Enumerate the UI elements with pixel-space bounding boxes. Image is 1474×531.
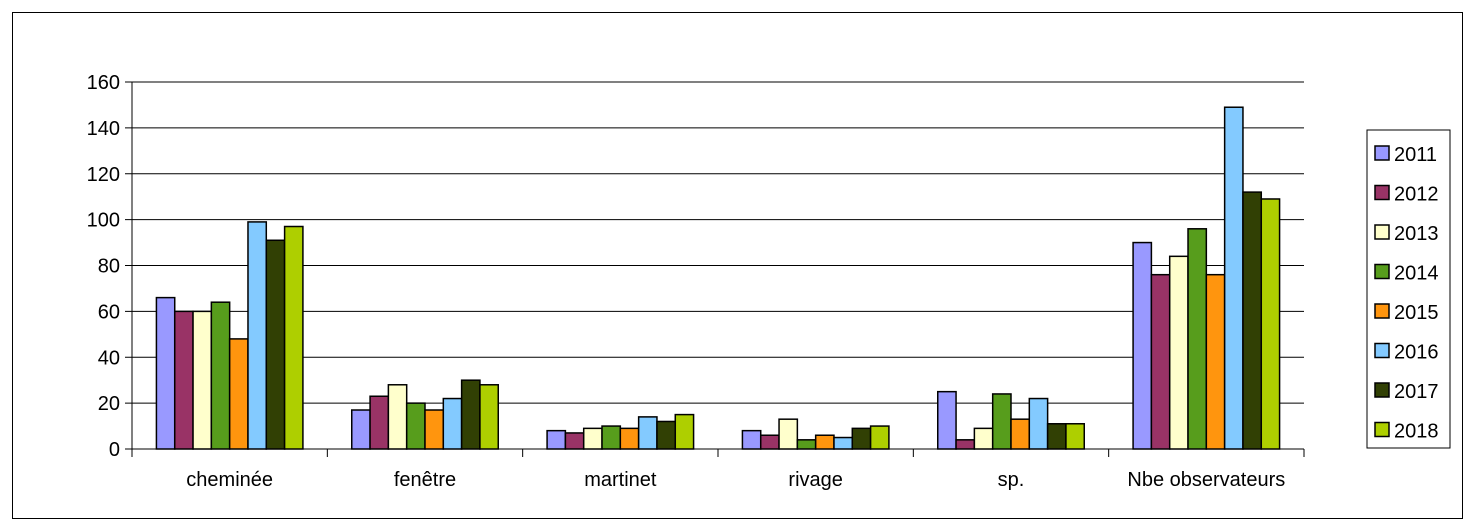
legend-label-2016: 2016 [1394,342,1439,364]
y-tick-label: 120 [87,164,120,186]
bars [155,106,1281,450]
bar-2014-4 [991,393,1012,450]
bar-2018-3 [869,425,890,450]
y-tick-label: 160 [87,72,120,94]
x-axis-labels: cheminée fenêtre martinet rivage sp. Nbe obse… [186,469,1285,491]
axes [131,82,1305,457]
bar-2016-0 [247,221,268,450]
bar-2013-0 [192,310,213,450]
legend-swatch-2012 [1374,184,1390,201]
x-category-label: sp. [998,469,1025,491]
gridlines [132,81,1304,404]
bar-2015-5 [1205,273,1226,450]
bar-2011-0 [155,296,176,450]
bar-2011-3 [741,429,762,450]
bar-2011-5 [1132,241,1153,450]
bar-2016-2 [637,416,658,450]
bar-2018-0 [283,225,304,450]
bar-2017-3 [851,427,872,450]
legend-swatch-2011 [1374,145,1390,161]
bar-2018-5 [1260,198,1281,450]
bar-2018-4 [1065,423,1085,450]
bar-2014-0 [210,301,231,450]
bar-2012-3 [759,434,780,450]
legend-label-2017: 2017 [1394,381,1439,403]
bar-2015-2 [619,427,640,450]
bar-2017-5 [1242,191,1263,450]
y-tick-label: 80 [98,256,120,278]
bar-2014-2 [601,425,622,450]
legend-swatch-2017 [1374,382,1390,398]
x-category-label: fenêtre [394,469,456,491]
legend-swatch-2014 [1374,263,1390,280]
bar-2011-4 [937,390,957,450]
legend-label-2015: 2015 [1394,302,1439,324]
bar-2015-3 [814,434,835,450]
y-tick-label: 140 [87,118,120,140]
bar-2013-5 [1168,255,1189,450]
chart-frame: 0 20 40 60 80 100 120 140 160 cheminée fenêtre mar… [12,12,1463,519]
y-tick-label: 20 [98,393,120,415]
bar-chart: 0 20 40 60 80 100 120 140 160 cheminée fenêtre mar… [87,72,1451,491]
bar-2013-1 [387,384,408,450]
bar-2015-0 [228,338,249,450]
x-category-label: cheminée [186,469,273,491]
bar-2013-3 [778,418,799,450]
bar-2016-4 [1028,397,1049,450]
bar-2014-1 [405,402,426,450]
legend-label-2011: 2011 [1394,144,1437,166]
bar-2011-1 [351,409,371,450]
legend-swatch-2016 [1374,342,1390,359]
x-category-label: martinet [584,469,657,491]
legend-label-2013: 2013 [1394,223,1439,245]
y-tick-label: 0 [109,439,120,461]
bar-2012-4 [955,439,976,450]
legend-label-2012: 2012 [1394,184,1439,206]
bar-2012-2 [564,432,585,450]
bar-2016-3 [833,436,854,450]
bar-2012-5 [1150,273,1171,450]
bar-2017-2 [656,420,677,450]
bar-2016-1 [442,397,463,450]
bar-2013-2 [582,427,603,450]
bar-2018-1 [479,384,499,450]
y-tick-label: 40 [98,347,120,369]
y-axis-ticks: 0 20 40 60 80 100 120 140 160 [87,72,132,461]
legend-swatch-2018 [1374,421,1390,438]
x-category-label: Nbe observateurs [1127,469,1285,491]
y-tick-label: 100 [87,210,120,232]
bar-2016-5 [1223,106,1244,450]
bar-2015-1 [424,409,445,450]
bar-2012-1 [369,395,390,450]
y-tick-label: 60 [98,301,120,323]
bar-2013-4 [973,427,994,450]
bar-2014-3 [796,439,817,450]
legend-label-2014: 2014 [1394,263,1439,285]
bar-2017-0 [265,239,286,450]
bar-2015-4 [1010,418,1031,450]
bar-2011-2 [546,429,567,450]
bar-2017-1 [460,379,481,450]
bar-2017-4 [1046,423,1067,450]
bar-2014-5 [1187,228,1208,450]
legend-swatch-2015 [1374,303,1390,319]
bar-2018-2 [674,413,695,450]
x-category-label: rivage [788,469,842,491]
legend: 2011 2012 2013 2014 2015 2016 2017 2018 [1366,129,1451,449]
legend-label-2018: 2018 [1394,421,1439,443]
legend-swatch-2013 [1374,224,1390,240]
bar-2012-0 [173,310,194,450]
